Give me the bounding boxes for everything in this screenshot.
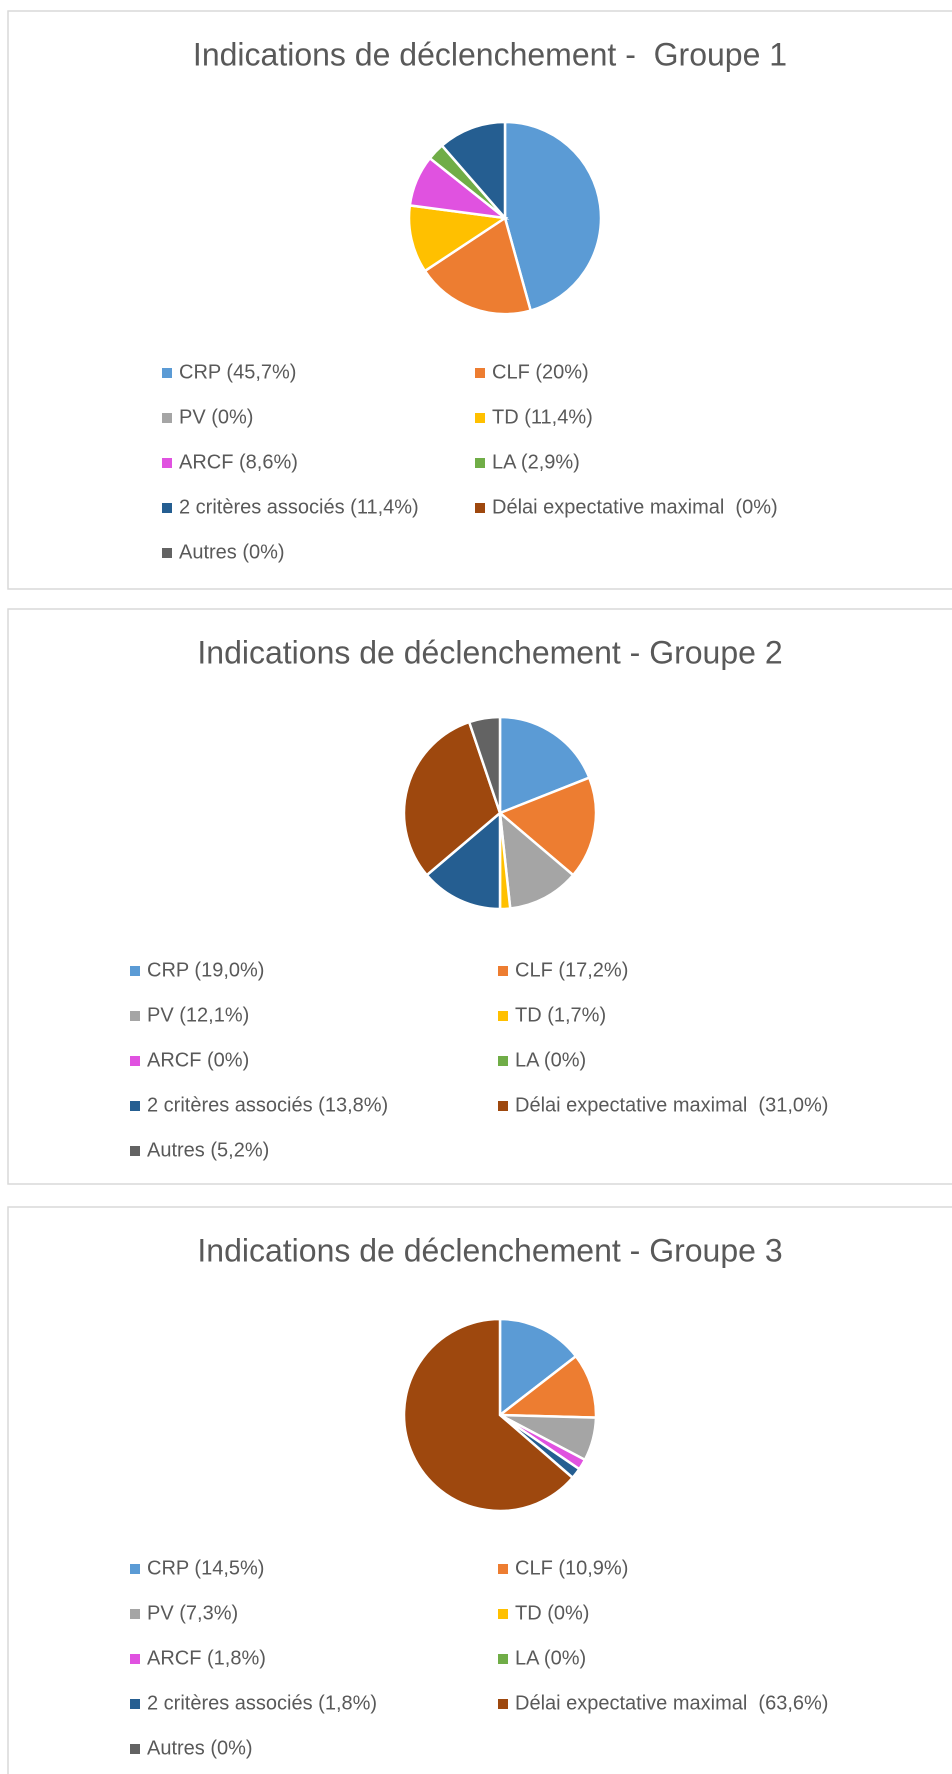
legend-swatch — [498, 1101, 508, 1111]
legend-swatch — [475, 458, 485, 468]
pie-slice — [423, 216, 533, 316]
pie-slice — [497, 776, 598, 877]
legend-swatch — [130, 1056, 140, 1066]
legend-swatch — [162, 458, 172, 468]
pie-slice — [425, 810, 502, 911]
legend-swatch — [162, 413, 172, 423]
pie-slice — [440, 120, 507, 222]
legend-label: ARCF (8,6%) — [179, 451, 298, 473]
legend-swatch — [130, 1101, 140, 1111]
pie-slice — [503, 120, 603, 313]
legend-swatch — [130, 966, 140, 976]
legend-swatch — [162, 548, 172, 558]
chart-title: Indications de déclenchement - Groupe 3 — [197, 1232, 782, 1268]
legend-label: TD (1,7%) — [515, 1004, 606, 1026]
legend-label: 2 critères associés (11,4%) — [179, 496, 419, 518]
legend-swatch — [498, 1564, 508, 1574]
legend-label: LA (2,9%) — [492, 451, 580, 473]
legend-label: 2 critères associés (13,8%) — [147, 1094, 388, 1116]
legend-label: Délai expectative maximal (63,6%) — [515, 1692, 828, 1714]
legend-label: LA (0%) — [515, 1647, 586, 1669]
legend-label: PV (0%) — [179, 406, 253, 428]
pie-slice — [407, 203, 509, 273]
legend-label: Autres (0%) — [179, 541, 285, 563]
legend-label: PV (7,3%) — [147, 1602, 238, 1624]
legend-swatch — [130, 1699, 140, 1709]
legend-label: ARCF (1,8%) — [147, 1647, 266, 1669]
legend-label: Délai expectative maximal (31,0%) — [515, 1094, 828, 1116]
legend-swatch — [130, 1744, 140, 1754]
pie-slice — [498, 1317, 578, 1418]
pie-slice — [496, 1354, 598, 1419]
pie-slice — [402, 1317, 575, 1513]
legend-label: CRP (45,7%) — [179, 361, 296, 383]
legend-label: Autres (0%) — [147, 1737, 253, 1759]
legend-swatch — [498, 1609, 508, 1619]
pie-slice — [498, 715, 591, 815]
legend-swatch — [498, 1056, 508, 1066]
legend-swatch — [162, 503, 172, 513]
legend-swatch — [475, 413, 485, 423]
legend-label: CLF (17,2%) — [515, 959, 628, 981]
legend-swatch — [162, 368, 172, 378]
chart-title: Indications de déclenchement - Groupe 1 — [193, 36, 787, 72]
chart-title: Indications de déclenchement - Groupe 2 — [197, 634, 782, 670]
pie-slice — [467, 715, 502, 814]
legend-label: TD (0%) — [515, 1602, 589, 1624]
legend-label: TD (11,4%) — [492, 406, 593, 428]
legend-label: Délai expectative maximal (0%) — [492, 496, 778, 518]
legend-swatch — [130, 1564, 140, 1574]
pie-slice — [402, 720, 502, 877]
legend-label: CRP (19,0%) — [147, 959, 264, 981]
legend-swatch — [130, 1609, 140, 1619]
legend-label: ARCF (0%) — [147, 1049, 249, 1071]
legend-swatch — [130, 1654, 140, 1664]
legend-swatch — [498, 1699, 508, 1709]
legend-swatch — [498, 1654, 508, 1664]
pie-slice — [498, 810, 575, 910]
legend-swatch — [475, 368, 485, 378]
legend-label: CLF (20%) — [492, 361, 589, 383]
legend-swatch — [130, 1146, 140, 1156]
legend-label: PV (12,1%) — [147, 1004, 249, 1026]
legend-label: CRP (14,5%) — [147, 1557, 264, 1579]
legend-label: LA (0%) — [515, 1049, 586, 1071]
legend-swatch — [498, 966, 508, 976]
legend-swatch — [498, 1011, 508, 1021]
legend-swatch — [475, 503, 485, 513]
legend-label: CLF (10,9%) — [515, 1557, 628, 1579]
legend-label: 2 critères associés (1,8%) — [147, 1692, 377, 1714]
legend-swatch — [130, 1011, 140, 1021]
legend-label: Autres (5,2%) — [147, 1139, 269, 1161]
